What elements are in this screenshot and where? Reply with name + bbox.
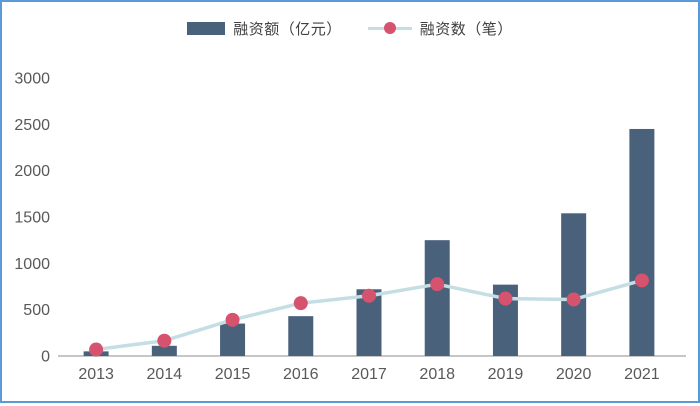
- combo-chart: 0 500 1000 1500 2000 2500 3000 2013 2014 2015 2016…: [2, 2, 698, 401]
- x-tick-label-2013: 2013: [78, 366, 114, 383]
- legend-item-bar-series: 融资额（亿元）: [187, 18, 342, 39]
- x-tick-label-2021: 2021: [624, 366, 660, 383]
- line-marker-2015: [225, 312, 240, 327]
- bar-2016: [288, 316, 314, 356]
- x-tick-label-2018: 2018: [419, 366, 455, 383]
- chart-legend: 融资额（亿元） 融资数（笔）: [2, 18, 698, 39]
- legend-label-line-series: 融资数（笔）: [419, 21, 513, 38]
- legend-label-bar-series: 融资额（亿元）: [233, 21, 342, 38]
- line-marker-2018: [430, 277, 445, 292]
- bar-2015: [220, 323, 246, 356]
- y-tick-label-500: 500: [23, 302, 50, 319]
- y-tick-label-3000: 3000: [14, 71, 50, 88]
- line-marker-2021: [634, 273, 649, 288]
- bar-2021: [629, 128, 655, 356]
- bar-swatch-icon: [187, 22, 226, 35]
- bar-2018: [424, 240, 450, 356]
- legend-item-line-series: 融资数（笔）: [367, 18, 513, 39]
- y-tick-label-1500: 1500: [14, 210, 50, 227]
- bar-2020: [561, 213, 587, 356]
- y-tick-label-2500: 2500: [14, 117, 50, 134]
- x-tick-label-2020: 2020: [556, 366, 592, 383]
- line-marker-2016: [293, 296, 308, 311]
- chart-canvas: 0 500 1000 1500 2000 2500 3000 2013 2014 2015 2016…: [14, 71, 686, 383]
- y-tick-label-1000: 1000: [14, 256, 50, 273]
- line-marker-2013: [89, 342, 104, 357]
- line-marker-2014: [157, 333, 172, 348]
- x-tick-label-2015: 2015: [215, 366, 251, 383]
- line-marker-icon: [367, 22, 412, 35]
- y-tick-label-2000: 2000: [14, 163, 50, 180]
- line-marker-2019: [498, 291, 513, 306]
- x-tick-label-2017: 2017: [351, 366, 387, 383]
- line-marker-2017: [362, 288, 376, 303]
- bar-2014: [151, 345, 177, 356]
- x-tick-label-2016: 2016: [283, 366, 319, 383]
- x-tick-label-2019: 2019: [488, 366, 524, 383]
- line-swatch-dot: [383, 22, 396, 34]
- x-tick-label-2014: 2014: [147, 366, 183, 383]
- y-tick-label-0: 0: [41, 349, 50, 366]
- line-marker-2020: [566, 292, 581, 307]
